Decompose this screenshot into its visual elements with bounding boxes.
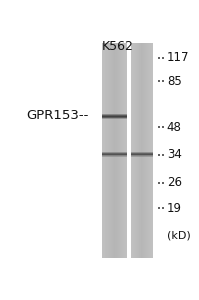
Text: 85: 85 (167, 74, 181, 88)
Bar (102, 154, 127, 155)
Bar (103, 43, 104, 258)
Bar (107, 43, 108, 258)
Bar (119, 43, 120, 258)
Bar (131, 153, 153, 154)
Text: K562: K562 (102, 40, 134, 53)
Bar (122, 43, 123, 258)
Bar (137, 43, 138, 258)
Bar (102, 115, 127, 116)
Bar (131, 153, 153, 154)
Bar (152, 43, 153, 258)
Bar (102, 116, 127, 117)
Bar (105, 43, 106, 258)
Text: 34: 34 (167, 148, 182, 161)
Bar (118, 43, 119, 258)
Bar (123, 43, 124, 258)
Bar (139, 43, 140, 258)
Bar (109, 43, 110, 258)
Bar (102, 155, 127, 156)
Text: (kD): (kD) (167, 231, 190, 241)
Bar (102, 118, 127, 119)
Bar (102, 156, 127, 157)
Text: 48: 48 (167, 121, 182, 134)
Bar (104, 43, 105, 258)
Bar (112, 43, 113, 258)
Bar (113, 43, 114, 258)
Bar (102, 117, 127, 118)
Bar (148, 43, 149, 258)
Bar (111, 43, 112, 258)
Bar (120, 43, 121, 258)
Bar (131, 154, 153, 155)
Bar (132, 43, 133, 258)
Bar (142, 43, 143, 258)
Bar (102, 153, 127, 154)
Bar (134, 43, 135, 258)
Bar (143, 43, 144, 258)
Bar (116, 43, 117, 258)
Bar (138, 43, 139, 258)
Bar (121, 43, 122, 258)
Bar (110, 43, 111, 258)
Bar (102, 152, 127, 153)
Text: 117: 117 (167, 51, 189, 64)
Bar (144, 43, 145, 258)
Bar (102, 116, 127, 117)
Bar (145, 43, 146, 258)
Bar (102, 156, 127, 157)
Bar (133, 43, 134, 258)
Bar (102, 154, 127, 155)
Bar (151, 43, 152, 258)
Bar (150, 43, 151, 258)
Bar (102, 154, 127, 155)
Bar (108, 43, 109, 258)
Bar (135, 43, 136, 258)
Bar (106, 43, 107, 258)
Bar (117, 43, 118, 258)
Bar (124, 43, 125, 258)
Bar (131, 156, 153, 157)
Bar (115, 43, 116, 258)
Bar (102, 153, 127, 154)
Bar (131, 152, 153, 153)
Bar (147, 43, 148, 258)
Bar (131, 154, 153, 155)
Bar (102, 118, 127, 119)
Bar (126, 43, 127, 258)
Bar (131, 154, 153, 155)
Bar (131, 156, 153, 157)
Bar (149, 43, 150, 258)
Bar (102, 155, 127, 156)
Text: GPR153--: GPR153-- (26, 109, 89, 122)
Bar (125, 43, 126, 258)
Bar (131, 152, 153, 153)
Bar (146, 43, 147, 258)
Text: 26: 26 (167, 176, 182, 189)
Bar (102, 114, 127, 115)
Bar (102, 117, 127, 118)
Bar (102, 154, 127, 155)
Bar (131, 154, 153, 155)
Bar (102, 114, 127, 115)
Bar (102, 43, 103, 258)
Bar (131, 43, 132, 258)
Bar (131, 155, 153, 156)
Text: 19: 19 (167, 202, 182, 214)
Bar (114, 43, 115, 258)
Bar (131, 155, 153, 156)
Bar (140, 43, 141, 258)
Bar (141, 43, 142, 258)
Bar (102, 115, 127, 116)
Bar (102, 152, 127, 153)
Bar (136, 43, 137, 258)
